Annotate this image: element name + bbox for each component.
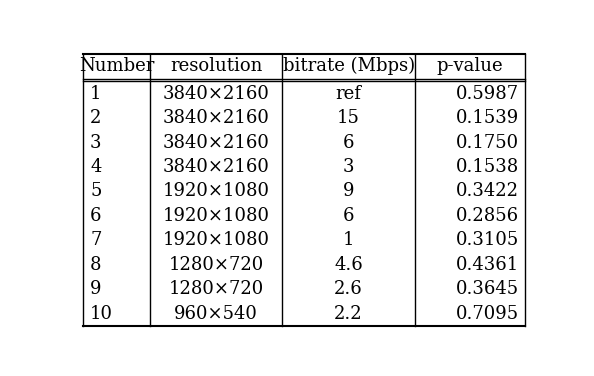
Text: 0.4361: 0.4361 xyxy=(456,256,519,274)
Text: 6: 6 xyxy=(90,207,102,225)
Text: 4.6: 4.6 xyxy=(334,256,363,274)
Text: 2.6: 2.6 xyxy=(334,280,363,298)
Text: 0.7095: 0.7095 xyxy=(456,305,519,323)
Text: 8: 8 xyxy=(90,256,102,274)
Text: 7: 7 xyxy=(90,231,102,249)
Text: 6: 6 xyxy=(343,207,355,225)
Text: 0.3645: 0.3645 xyxy=(456,280,519,298)
Text: 1920×1080: 1920×1080 xyxy=(163,231,270,249)
Text: 1280×720: 1280×720 xyxy=(169,280,264,298)
Text: 960×540: 960×540 xyxy=(174,305,258,323)
Text: 1920×1080: 1920×1080 xyxy=(163,182,270,200)
Text: 2.2: 2.2 xyxy=(334,305,363,323)
Text: 3: 3 xyxy=(343,158,355,176)
Text: 1280×720: 1280×720 xyxy=(169,256,264,274)
Text: 6: 6 xyxy=(343,133,355,152)
Text: 3840×2160: 3840×2160 xyxy=(163,158,270,176)
Text: 3840×2160: 3840×2160 xyxy=(163,109,270,127)
Text: bitrate (Mbps): bitrate (Mbps) xyxy=(283,57,415,75)
Text: 2: 2 xyxy=(90,109,102,127)
Text: 0.1538: 0.1538 xyxy=(456,158,519,176)
Text: 0.2856: 0.2856 xyxy=(456,207,519,225)
Text: 0.3105: 0.3105 xyxy=(456,231,519,249)
Text: p-value: p-value xyxy=(437,57,504,75)
Text: 0.1539: 0.1539 xyxy=(456,109,519,127)
Text: 1: 1 xyxy=(343,231,355,249)
Text: 9: 9 xyxy=(90,280,102,298)
Text: 5: 5 xyxy=(90,182,102,200)
Text: resolution: resolution xyxy=(170,57,262,75)
Text: 1920×1080: 1920×1080 xyxy=(163,207,270,225)
Text: 4: 4 xyxy=(90,158,102,176)
Text: ref: ref xyxy=(336,85,362,103)
Text: 3: 3 xyxy=(90,133,102,152)
Text: 9: 9 xyxy=(343,182,355,200)
Text: 0.5987: 0.5987 xyxy=(456,85,519,103)
Text: 10: 10 xyxy=(90,305,113,323)
Text: Number: Number xyxy=(79,57,154,75)
Text: 3840×2160: 3840×2160 xyxy=(163,85,270,103)
Text: 1: 1 xyxy=(90,85,102,103)
Text: 15: 15 xyxy=(337,109,360,127)
Text: 3840×2160: 3840×2160 xyxy=(163,133,270,152)
Text: 0.3422: 0.3422 xyxy=(456,182,519,200)
Text: 0.1750: 0.1750 xyxy=(456,133,519,152)
